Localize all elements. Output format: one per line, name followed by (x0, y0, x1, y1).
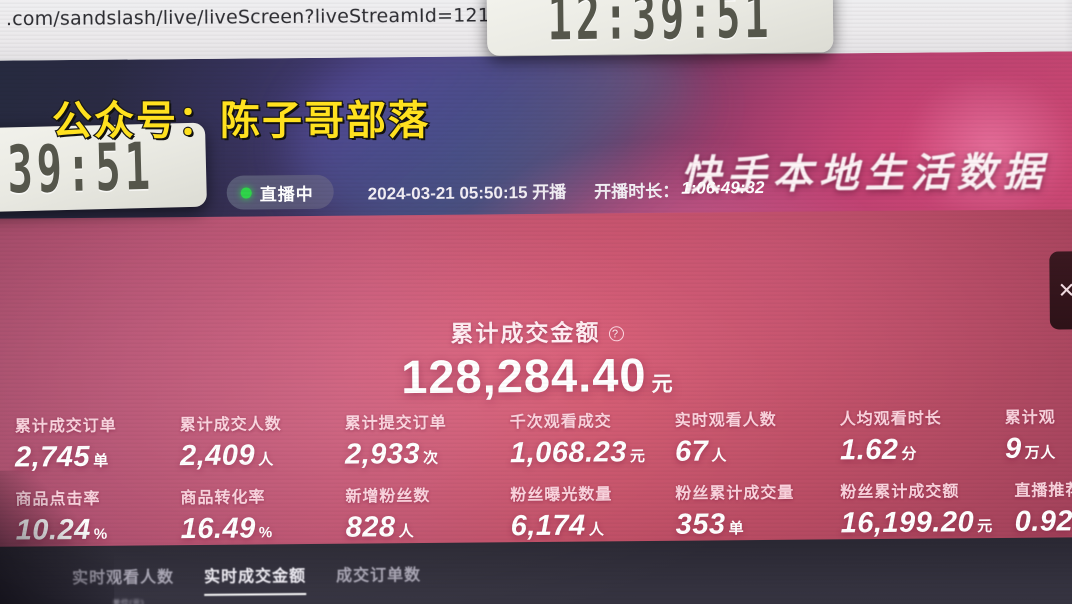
metric-number: 16.49 (180, 512, 256, 546)
metric-unit: 人 (258, 451, 274, 469)
metric-unit: 分 (901, 445, 918, 463)
metric-unit: 单 (93, 452, 109, 470)
metric-cell: 粉丝累计成交额 16,199.20 元 (818, 477, 993, 541)
metric-cell: 商品转化率 16.49% (158, 483, 324, 546)
metric-number: 2,409 (179, 439, 256, 473)
metric-value: 353 单 (676, 508, 819, 542)
metric-unit: % (93, 525, 108, 543)
metric-cell: 粉丝累计成交量 353 单 (653, 479, 819, 542)
metric-unit: 元 (629, 448, 646, 466)
metric-number: 2,745 (14, 440, 91, 474)
metric-number: 9 (1004, 432, 1022, 465)
chart-tab[interactable]: 实时观看人数 (72, 569, 175, 588)
chart-tab[interactable]: 成交订单数 (336, 567, 422, 585)
metric-label: 商品转化率 (180, 489, 266, 508)
gmv-value: 128,284.40 元 (0, 343, 1072, 408)
metric-cell: 累计成交人数 2,409 人 (158, 410, 324, 473)
gmv-label-text: 累计成交金额 (450, 319, 601, 347)
metric-cell: 实时观看人数 67 人 (653, 406, 819, 469)
metric-label: 商品点击率 (15, 490, 101, 509)
chart-tab-list: 实时观看人数 实时成交金额 成交订单数 (72, 561, 421, 597)
metric-number: 353 (675, 508, 726, 541)
metric-value: 2,409 人 (180, 439, 323, 473)
chart-tab[interactable]: 实时成交金额 (203, 562, 307, 596)
metric-value: 16.49% (181, 512, 324, 546)
metric-unit: 元 (977, 518, 993, 536)
chart-y-axis: 单位(元)80004000 (112, 597, 148, 604)
metric-label: 累计成交订单 (14, 417, 117, 436)
metric-number: 10.24 (15, 513, 91, 547)
gmv-unit: 元 (651, 372, 674, 397)
stream-duration-label: 开播时长： (594, 181, 680, 201)
metric-label: 粉丝累计成交额 (840, 483, 960, 502)
metric-value: 828 人 (346, 510, 489, 544)
metric-number: 6,174 (510, 509, 586, 543)
gmv-amount: 128,284.40 (400, 348, 647, 404)
metric-label: 累计提交订单 (344, 414, 447, 433)
metric-cell: 累计观 9 万人 (983, 403, 1072, 466)
lcd-clock-top-digits: 12:39:51 (547, 0, 773, 55)
stream-duration-value: 1:06:49:32 (681, 178, 765, 198)
metric-value: 67 人 (675, 435, 818, 469)
metric-value: 2,745 单 (15, 440, 158, 474)
metric-cell: 人均观看时长 1.62 分 (818, 404, 984, 467)
metric-number: 0.92 (1014, 505, 1072, 538)
metric-value: 1.62 分 (840, 433, 983, 467)
metric-value: 1,068.23 元 (510, 436, 653, 470)
metric-value: 9 万人 (1005, 432, 1072, 466)
metric-label: 累计观 (1004, 409, 1056, 427)
metric-cell: 新增粉丝数 828 人 (323, 481, 489, 544)
metric-label: 累计成交人数 (179, 416, 282, 435)
close-icon[interactable]: ✕ (1057, 278, 1072, 302)
metric-number: 16,199.20 (840, 506, 975, 540)
metrics-row-secondary: 商品点击率 10.24% 商品转化率 16.49% 新增粉丝数 828 人粉丝曝光数量 6,1… (0, 476, 1072, 548)
metric-number: 2,933 (344, 438, 421, 471)
metric-label: 实时观看人数 (674, 411, 777, 430)
metric-label: 新增粉丝数 (345, 487, 431, 506)
metric-cell: 商品点击率 10.24% (0, 484, 159, 547)
metric-unit: 次 (423, 449, 439, 467)
live-status-bar: 直播中 2024-03-21 05:50:15 开播 开播时长： 1:06:49… (226, 171, 765, 210)
lcd-clock-top: 12:39:51 (486, 0, 834, 56)
metric-cell: 累计提交订单 2,933 次 (323, 408, 489, 471)
metric-unit: 人 (398, 523, 415, 541)
metric-unit: 万人 (1024, 444, 1056, 462)
channel-watermark: 公众号：陈子哥部落 (51, 98, 430, 145)
metric-label: 粉丝累计成交量 (675, 484, 795, 503)
y-axis-tick: 单位(元) (112, 598, 145, 604)
metric-unit: 单 (728, 520, 745, 538)
metric-label: 粉丝曝光数量 (510, 486, 613, 505)
metric-cell: 直播推荐 0.92 (992, 476, 1072, 539)
chrome-edge-shadow (1063, 0, 1072, 56)
live-status-badge: 直播中 (226, 174, 334, 210)
metric-label: 千次观看成交 (509, 413, 612, 432)
chart-section: 实时观看人数 实时成交金额 成交订单数 单位(元)80004000 (0, 537, 1072, 604)
metrics-row-primary: 累计成交订单 2,745 单累计成交人数 2,409 人累计提交订单 2,933 次千次观看… (0, 403, 1072, 475)
metric-unit: 人 (588, 521, 605, 539)
metric-label: 直播推荐 (1014, 482, 1072, 500)
metric-number: 67 (674, 435, 709, 468)
metric-unit: % (258, 524, 273, 542)
address-bar-url[interactable]: .com/sandslash/live/liveScreen?liveStrea… (5, 3, 540, 31)
metric-number: 828 (345, 511, 396, 544)
metric-number: 1,068.23 (509, 436, 628, 470)
metric-value: 16,199.20 元 (841, 506, 993, 540)
metric-value: 6,174 人 (511, 509, 654, 543)
live-indicator-dot (240, 186, 252, 199)
close-panel[interactable]: ✕ (1049, 251, 1072, 330)
metric-value: 0.92 (1015, 505, 1072, 539)
metric-value: 10.24% (16, 513, 159, 547)
metric-cell: 千次观看成交 1,068.23 元 (488, 407, 654, 470)
metric-cell: 累计成交订单 2,745 单 (0, 411, 158, 474)
live-status-label: 直播中 (259, 184, 314, 204)
metric-label: 人均观看时长 (839, 410, 942, 429)
stream-start-time: 2024-03-21 05:50:15 开播 (367, 182, 567, 203)
metric-unit: 人 (711, 447, 727, 465)
metric-value: 2,933 次 (345, 437, 488, 471)
metric-number: 1.62 (839, 433, 899, 467)
metric-cell: 粉丝曝光数量 6,174 人 (488, 480, 654, 543)
question-circle-icon[interactable]: ? (608, 326, 624, 342)
